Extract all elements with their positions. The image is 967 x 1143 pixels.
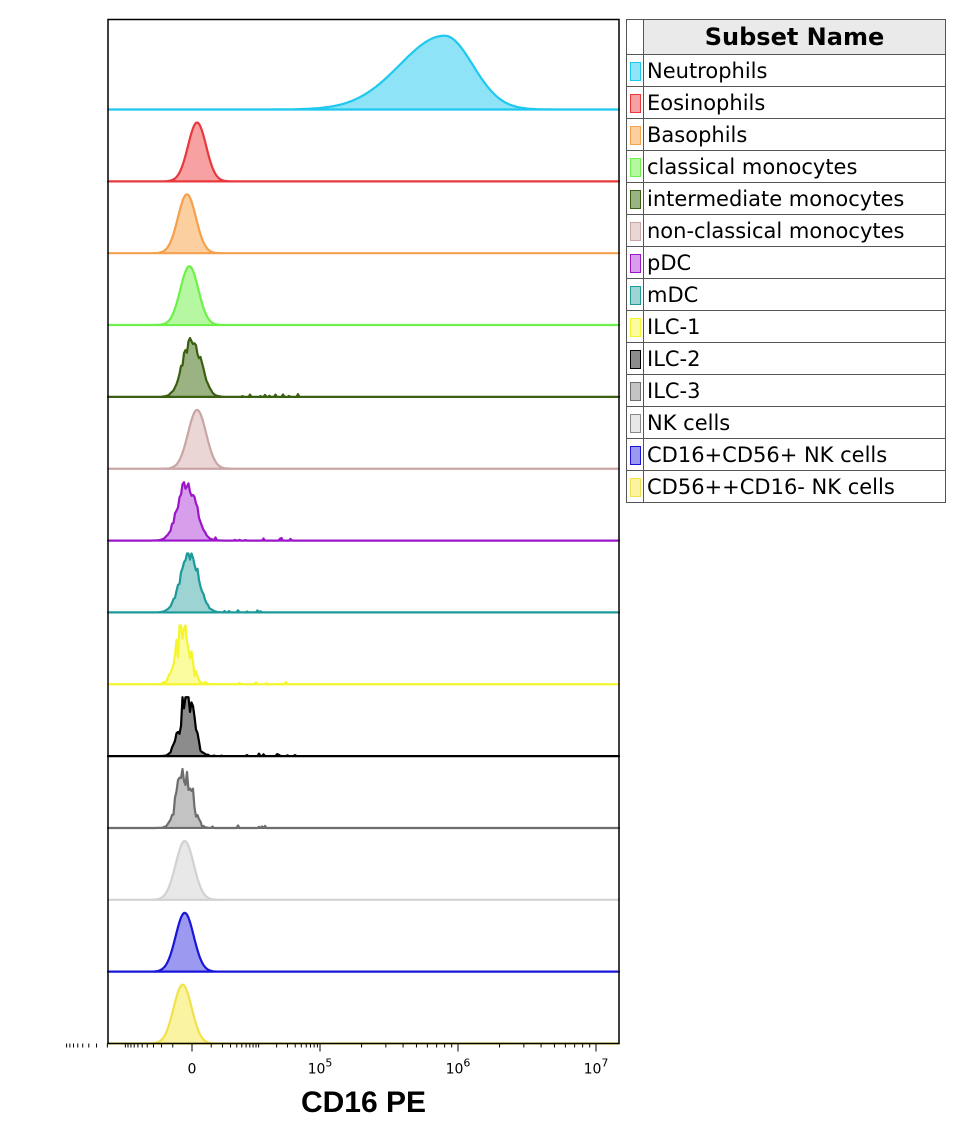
legend-swatch-cell — [626, 182, 644, 215]
histogram-series — [106, 624, 621, 686]
legend-swatch-cell — [626, 470, 644, 503]
legend-swatch-cell — [626, 86, 644, 119]
legend-swatch — [629, 253, 641, 273]
histogram-track — [106, 552, 621, 614]
legend-row: pDC — [626, 246, 946, 279]
histogram-track — [106, 193, 621, 255]
legend-swatch-cell — [626, 438, 644, 471]
histogram-series — [106, 481, 621, 542]
legend-label: CD16+CD56+ NK cells — [643, 438, 946, 471]
x-tick-label: 106 — [446, 1057, 471, 1078]
histogram-series — [106, 121, 621, 183]
histogram-track — [106, 34, 621, 111]
legend-row: mDC — [626, 278, 946, 311]
legend-swatch — [629, 221, 641, 241]
legend-row: non-classical monocytes — [626, 214, 946, 247]
legend-row: NK cells — [626, 406, 946, 439]
legend-label: intermediate monocytes — [643, 182, 946, 215]
histogram-track — [106, 336, 621, 398]
histogram-series — [106, 696, 621, 758]
legend-label: pDC — [643, 246, 946, 279]
legend-header-spacer — [626, 19, 644, 55]
legend-swatch-cell — [626, 150, 644, 183]
legend-swatch — [629, 413, 641, 433]
legend-swatch-cell — [626, 118, 644, 151]
legend-swatch-cell — [626, 342, 644, 375]
legend-row: ILC-1 — [626, 310, 946, 343]
legend-swatch-cell — [626, 374, 644, 407]
legend-swatch-cell — [626, 54, 644, 87]
legend-row: intermediate monocytes — [626, 182, 946, 215]
legend-label: CD56++CD16- NK cells — [643, 470, 946, 503]
legend-header: Subset Name — [643, 19, 946, 55]
histogram-series — [106, 336, 621, 398]
legend-label: ILC-1 — [643, 310, 946, 343]
legend-label: classical monocytes — [643, 150, 946, 183]
legend-label: ILC-3 — [643, 374, 946, 407]
histogram-series — [106, 34, 621, 111]
legend-row: CD56++CD16- NK cells — [626, 470, 946, 503]
histogram-series — [106, 193, 621, 255]
legend-swatch — [629, 61, 641, 81]
legend-swatch — [629, 285, 641, 305]
x-tick-label: 0 — [188, 1062, 197, 1078]
histogram-track — [106, 911, 621, 973]
x-axis-label: CD16 PE — [300, 1086, 427, 1119]
histogram-track — [106, 840, 621, 901]
legend-swatch — [629, 125, 641, 145]
legend-swatch — [629, 157, 641, 177]
histogram-track — [106, 481, 621, 542]
histogram-track — [106, 265, 621, 327]
legend-swatch — [629, 477, 641, 497]
legend-row: Eosinophils — [626, 86, 946, 119]
legend-swatch — [629, 349, 641, 369]
legend-label: Eosinophils — [643, 86, 946, 119]
histogram-series — [106, 408, 621, 470]
legend-label: ILC-2 — [643, 342, 946, 375]
legend-swatch — [629, 317, 641, 337]
legend-swatch-cell — [626, 246, 644, 279]
histogram-track — [106, 121, 621, 183]
histogram-series — [106, 911, 621, 973]
legend-row: classical monocytes — [626, 150, 946, 183]
legend-label: Basophils — [643, 118, 946, 151]
x-tick-label: 105 — [308, 1057, 333, 1078]
histogram-track — [106, 696, 621, 758]
legend-swatch-cell — [626, 406, 644, 439]
legend-row: ILC-2 — [626, 342, 946, 375]
legend-swatch — [629, 189, 641, 209]
histogram-series — [106, 552, 621, 614]
legend-swatch-cell — [626, 278, 644, 311]
legend-swatch — [629, 445, 641, 465]
legend-swatch — [629, 381, 641, 401]
legend-row: Neutrophils — [626, 54, 946, 87]
histogram-track — [106, 408, 621, 470]
legend-row: Basophils — [626, 118, 946, 151]
plot-frame — [107, 18, 620, 1045]
legend-swatch-cell — [626, 310, 644, 343]
histogram-track — [106, 767, 621, 830]
legend-label: non-classical monocytes — [643, 214, 946, 247]
legend-label: Neutrophils — [643, 54, 946, 87]
legend-label: mDC — [643, 278, 946, 311]
histogram-track — [106, 983, 621, 1045]
x-axis: 0 105 106 107 — [66, 1043, 609, 1078]
legend-table: Subset Name Neutrophils Eosinophils Basoph… — [626, 19, 946, 503]
legend-row: ILC-3 — [626, 374, 946, 407]
histogram-series — [106, 983, 621, 1045]
histogram-series — [106, 767, 621, 830]
legend-label: NK cells — [643, 406, 946, 439]
legend-swatch-cell — [626, 214, 644, 247]
legend-row: CD16+CD56+ NK cells — [626, 438, 946, 471]
histogram-series — [106, 265, 621, 327]
histogram-tracks — [106, 34, 621, 1045]
histogram-series — [106, 840, 621, 901]
x-tick-label: 107 — [584, 1057, 609, 1078]
histogram-track — [106, 624, 621, 686]
legend-swatch — [629, 93, 641, 113]
